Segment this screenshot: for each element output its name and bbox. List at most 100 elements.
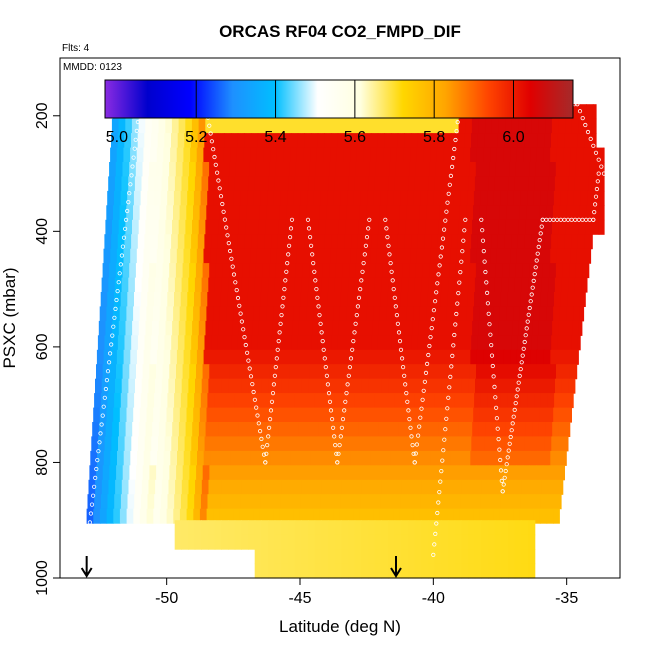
heatmap-cell: [116, 465, 124, 481]
colorbar-tick-label: 5.8: [423, 129, 445, 146]
heatmap-cell: [133, 306, 141, 322]
heatmap-cell: [388, 378, 396, 394]
track-point: [594, 186, 600, 192]
heatmap-cell: [425, 219, 433, 235]
heatmap-cell: [120, 190, 128, 206]
heatmap-cell: [468, 378, 476, 394]
heatmap-cell: [262, 364, 270, 380]
heatmap-cell: [160, 190, 168, 206]
track-point: [245, 350, 250, 355]
heatmap-cell: [265, 118, 273, 134]
heatmap-cell: [334, 494, 342, 510]
heatmap-cell: [167, 393, 175, 409]
track-point: [229, 256, 234, 261]
heatmap-cell: [513, 205, 521, 221]
heatmap-cell: [459, 407, 468, 423]
track-point: [506, 448, 511, 453]
heatmap-cell: [173, 205, 181, 221]
heatmap-cell: [488, 549, 496, 565]
heatmap-cell: [175, 263, 184, 279]
heatmap-cell: [567, 393, 574, 409]
heatmap-cell: [396, 248, 405, 264]
heatmap-cell: [193, 508, 201, 524]
heatmap-cell: [493, 508, 501, 524]
heatmap-cell: [210, 450, 218, 466]
heatmap-cell: [486, 508, 494, 524]
track-point: [329, 416, 335, 422]
heatmap-cell: [92, 422, 100, 437]
track-point: [340, 416, 346, 422]
heatmap-cell: [132, 219, 140, 235]
heatmap-cell: [337, 234, 346, 250]
heatmap-cell: [173, 407, 181, 423]
heatmap-cell: [271, 118, 280, 134]
track-point: [493, 405, 499, 410]
heatmap-cell: [336, 349, 345, 365]
heatmap-cell: [440, 494, 449, 510]
heatmap-cell: [214, 494, 222, 510]
heatmap-cell: [184, 234, 192, 250]
heatmap-cell: [241, 479, 250, 495]
track-point: [523, 333, 528, 338]
heatmap-cell: [462, 465, 470, 481]
heatmap-cell: [108, 479, 116, 495]
heatmap-cell: [481, 563, 489, 579]
heatmap-cell: [488, 176, 496, 192]
heatmap-cell: [403, 248, 411, 264]
heatmap-cell: [549, 162, 557, 177]
heatmap-cell: [408, 549, 416, 565]
heatmap-cell: [456, 364, 464, 380]
heatmap-cell: [534, 494, 542, 510]
heatmap-cell: [144, 133, 152, 149]
heatmap-cell: [344, 133, 352, 149]
heatmap-cell: [98, 320, 107, 336]
heatmap-cell: [350, 349, 358, 365]
heatmap-cell: [201, 520, 209, 536]
track-point: [345, 382, 350, 387]
track-point: [494, 416, 499, 421]
heatmap-cell: [327, 494, 335, 510]
heatmap-cell: [271, 234, 279, 250]
track-point: [307, 235, 313, 240]
heatmap-cell: [274, 292, 282, 307]
heatmap-cell: [124, 234, 132, 250]
heatmap-cell: [428, 534, 436, 550]
heatmap-cell: [546, 306, 554, 322]
heatmap-cell: [441, 176, 449, 192]
heatmap-cell: [321, 534, 329, 550]
track-point: [385, 235, 390, 240]
heatmap-cell: [105, 422, 113, 437]
heatmap-cell: [449, 263, 457, 279]
heatmap-cell: [331, 118, 340, 134]
track-point: [451, 155, 456, 161]
track-point: [91, 493, 96, 498]
heatmap-cell: [138, 320, 147, 336]
heatmap-cell: [301, 176, 309, 192]
heatmap-cell: [159, 306, 167, 322]
heatmap-cell: [559, 407, 568, 423]
heatmap-cell: [115, 263, 124, 279]
heatmap-cell: [589, 162, 597, 177]
heatmap-cell: [474, 292, 482, 307]
heatmap-cell: [339, 205, 347, 221]
heatmap-cell: [155, 479, 163, 495]
heatmap-cell: [346, 306, 354, 322]
heatmap-cell: [518, 422, 527, 437]
heatmap-cell: [375, 479, 383, 495]
heatmap-cell: [558, 118, 566, 134]
heatmap-cell: [362, 364, 370, 380]
heatmap-cell: [316, 248, 325, 264]
heatmap-cell: [522, 465, 530, 481]
heatmap-cell: [352, 422, 360, 437]
heatmap-cell: [385, 320, 393, 336]
heatmap-cell: [430, 450, 438, 466]
track-point: [127, 191, 132, 196]
track-point: [220, 201, 225, 207]
heatmap-cell: [321, 479, 330, 495]
heatmap-cell: [561, 176, 569, 192]
heatmap-cell: [523, 349, 531, 365]
heatmap-cell: [256, 147, 264, 163]
track-point: [308, 243, 314, 248]
heatmap-cell: [294, 393, 302, 409]
heatmap-cell: [568, 378, 576, 394]
